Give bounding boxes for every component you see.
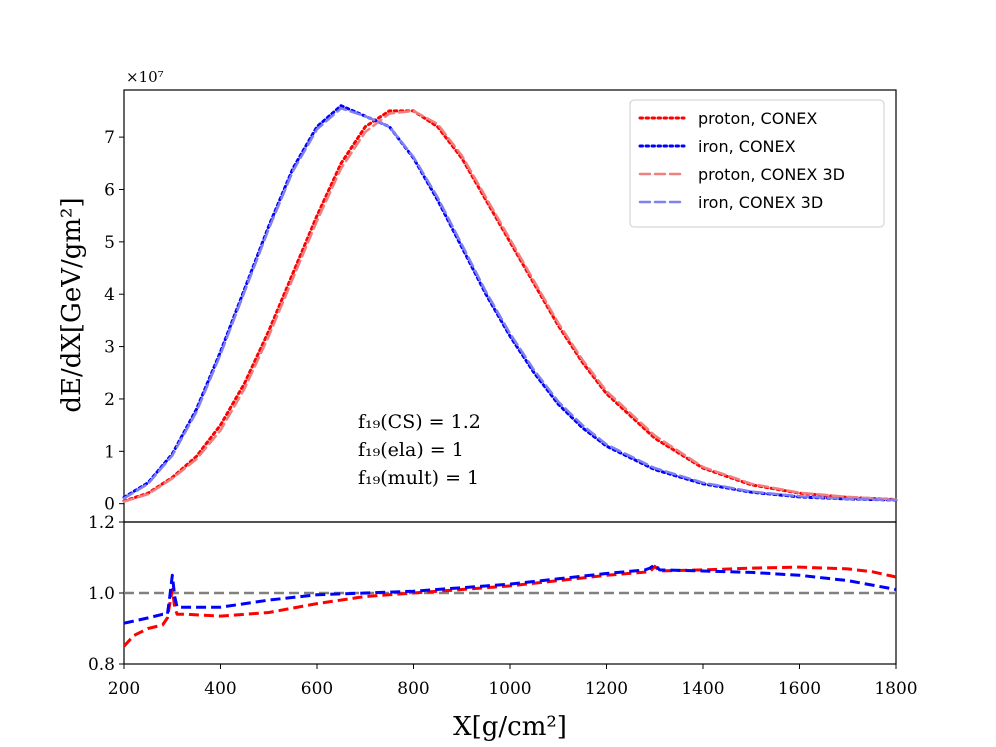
xtick-label: 400 (204, 679, 236, 699)
ratio-ytick-label: 1.0 (88, 584, 115, 604)
main-panel: 0 1 2 3 4 5 6 7 ×10⁷ dE/dX[GeV/gm²] f₁₉(CS) = 1… (57, 68, 898, 523)
xtick-label: 600 (301, 679, 333, 699)
main-ytick-label: 2 (104, 390, 115, 410)
ratio-ytick-label: 1.2 (88, 513, 115, 533)
annotation-ela: f₁₉(ela) = 1 (358, 439, 464, 461)
ratio-series-lines (122, 563, 897, 648)
xtick-label: 1200 (585, 679, 628, 699)
legend-label-2: iron, CONEX (698, 137, 796, 156)
legend-box (629, 99, 885, 228)
main-ytick-label: 0 (104, 495, 115, 515)
series-line-4 (122, 106, 898, 502)
annotation-cs: f₁₉(CS) = 1.2 (358, 411, 481, 433)
xtick-label: 800 (397, 679, 429, 699)
main-ytick-label: 6 (104, 180, 115, 200)
ratio-panel: 0.8 1.0 1.2 200 400 600 800 1000 1200 1400 1600 18… (88, 513, 918, 742)
main-ytick-label: 3 (104, 338, 115, 358)
ratio-line-1 (122, 564, 897, 648)
legend: proton, CONEX iron, CONEX proton, CONEX 3D… (629, 99, 885, 228)
legend-label-1: proton, CONEX (698, 109, 817, 128)
xtick-label: 1800 (874, 679, 917, 699)
legend-label-4: iron, CONEX 3D (698, 193, 823, 212)
main-ytick-label: 4 (104, 285, 115, 305)
ratio-ytick-label: 0.8 (88, 655, 115, 675)
series-line-1 (122, 109, 898, 503)
parameter-annotations: f₁₉(CS) = 1.2 f₁₉(ela) = 1 f₁₉(mult) = 1 (358, 411, 481, 489)
ratio-plot-frame (123, 521, 897, 665)
y-offset-label: ×10⁷ (126, 68, 164, 86)
series-line-3 (122, 109, 898, 503)
main-ytick-label: 7 (104, 128, 115, 148)
main-ytick-label: 5 (104, 233, 115, 253)
xtick-label: 200 (108, 679, 140, 699)
x-axis-label: X[g/cm²] (453, 712, 567, 742)
legend-label-3: proton, CONEX 3D (698, 165, 845, 184)
xtick-label: 1600 (778, 679, 821, 699)
annotation-mult: f₁₉(mult) = 1 (358, 467, 479, 489)
main-y-ticks: 0 1 2 3 4 5 6 7 (104, 128, 124, 515)
ratio-y-ticks: 0.8 1.0 1.2 (88, 513, 124, 675)
x-ticks: 200 400 600 800 1000 1200 1400 1600 1800 (108, 664, 918, 699)
main-ytick-label: 1 (104, 442, 115, 462)
y-axis-label: dE/dX[GeV/gm²] (57, 197, 87, 412)
xtick-label: 1000 (488, 679, 531, 699)
xtick-label: 1400 (681, 679, 724, 699)
ratio-line-2 (123, 563, 897, 625)
main-series-lines (122, 103, 898, 503)
